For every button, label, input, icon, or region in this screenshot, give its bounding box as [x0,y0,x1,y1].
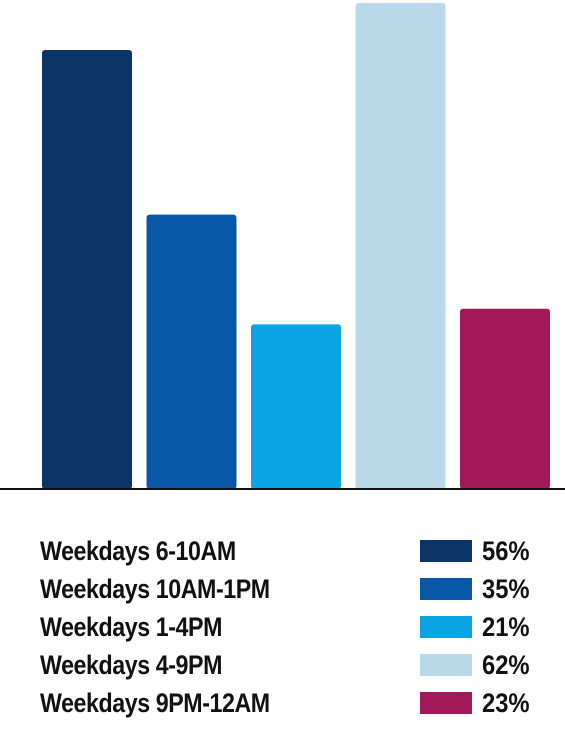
legend-row: Weekdays 4-9PM 62% [40,646,560,684]
legend-row: Weekdays 9PM-12AM 23% [40,684,560,722]
legend-swatch [420,578,472,600]
legend-value: 62% [482,650,530,680]
legend-value: 23% [482,688,530,718]
bars-group [42,3,550,490]
bar-5 [460,308,550,489]
bar-3 [251,324,341,489]
bar-chart [0,3,565,490]
legend-label: Weekdays 6-10AM [40,536,236,566]
legend-swatch [420,616,472,638]
legend-row: Weekdays 1-4PM 21% [40,608,560,646]
legend-label: Weekdays 9PM-12AM [40,688,270,718]
legend-row: Weekdays 6-10AM 56% [40,532,560,570]
bar-2 [146,214,237,490]
legend-value: 35% [482,574,530,604]
bar-1 [42,50,132,489]
legend-swatch [420,692,472,714]
legend-label: Weekdays 10AM-1PM [40,574,270,604]
legend-label: Weekdays 4-9PM [40,650,222,680]
legend-swatch [420,654,472,676]
legend-label: Weekdays 1-4PM [40,612,222,642]
legend-row: Weekdays 10AM-1PM 35% [40,570,560,608]
bar-4 [355,3,446,489]
legend-value: 21% [482,612,530,642]
legend-swatch [420,540,472,562]
legend: Weekdays 6-10AM 56% Weekdays 10AM-1PM 35% We… [40,532,560,722]
legend-value: 56% [482,536,530,566]
